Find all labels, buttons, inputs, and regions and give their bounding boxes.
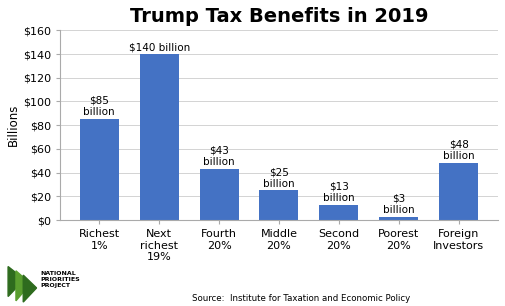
Bar — [80, 119, 119, 220]
Text: NATIONAL
PRIORITIES
PROJECT: NATIONAL PRIORITIES PROJECT — [40, 271, 80, 288]
Polygon shape — [8, 267, 24, 297]
Text: $85
billion: $85 billion — [83, 96, 115, 118]
Bar — [439, 163, 478, 220]
Bar — [199, 169, 238, 220]
Text: $25
billion: $25 billion — [263, 167, 295, 189]
Text: $43
billion: $43 billion — [203, 146, 235, 167]
Polygon shape — [23, 275, 36, 302]
Polygon shape — [16, 271, 30, 301]
Text: $140 billion: $140 billion — [129, 42, 190, 52]
Bar — [319, 205, 359, 220]
Bar — [140, 54, 179, 220]
Text: $3
billion: $3 billion — [383, 193, 415, 215]
Text: $13
billion: $13 billion — [323, 181, 355, 203]
Title: Trump Tax Benefits in 2019: Trump Tax Benefits in 2019 — [130, 7, 428, 26]
Bar — [379, 217, 418, 220]
Text: Source:  Institute for Taxation and Economic Policy: Source: Institute for Taxation and Econo… — [192, 294, 410, 303]
Text: $48
billion: $48 billion — [443, 140, 475, 161]
Bar — [260, 190, 298, 220]
Y-axis label: Billions: Billions — [7, 104, 20, 146]
